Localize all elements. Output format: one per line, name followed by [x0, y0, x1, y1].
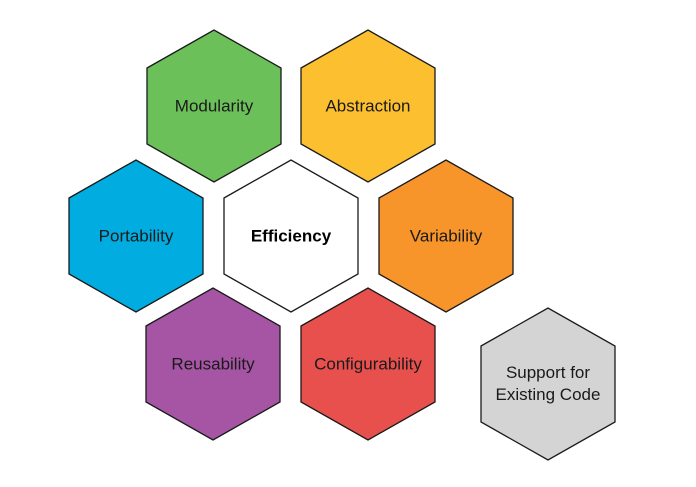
- hex-abstraction: Abstraction: [300, 29, 436, 183]
- hex-shape-configurability: [300, 287, 436, 441]
- hex-shape-variability: [378, 159, 514, 313]
- hex-reusability: Reusability: [145, 287, 281, 441]
- hex-shape-reusability: [145, 287, 281, 441]
- hex-label-modularity: Modularity: [175, 96, 254, 115]
- hex-label-variability: Variability: [410, 226, 483, 245]
- hex-label-line: Existing Code: [496, 385, 601, 404]
- hex-label-reusability: Reusability: [171, 354, 255, 373]
- hex-shape-portability: [68, 159, 204, 313]
- hex-shape-modularity: [146, 29, 282, 183]
- hex-variability: Variability: [378, 159, 514, 313]
- hex-modularity: Modularity: [146, 29, 282, 183]
- hex-label-efficiency: Efficiency: [251, 226, 332, 245]
- hex-label-abstraction: Abstraction: [325, 96, 410, 115]
- hex-shape-support: [480, 307, 616, 461]
- hex-label-line: Support for: [506, 363, 590, 382]
- hex-label-configurability: Configurability: [314, 354, 422, 373]
- hex-configurability: Configurability: [300, 287, 436, 441]
- hex-support-existing-code: Support for Existing Code: [480, 307, 616, 461]
- hex-label-support: Support for Existing Code: [496, 363, 601, 404]
- hex-shape-abstraction: [300, 29, 436, 183]
- hex-center-efficiency: Efficiency: [223, 159, 359, 313]
- hex-shape-center: [223, 159, 359, 313]
- hex-label-portability: Portability: [99, 226, 174, 245]
- hex-portability: Portability: [68, 159, 204, 313]
